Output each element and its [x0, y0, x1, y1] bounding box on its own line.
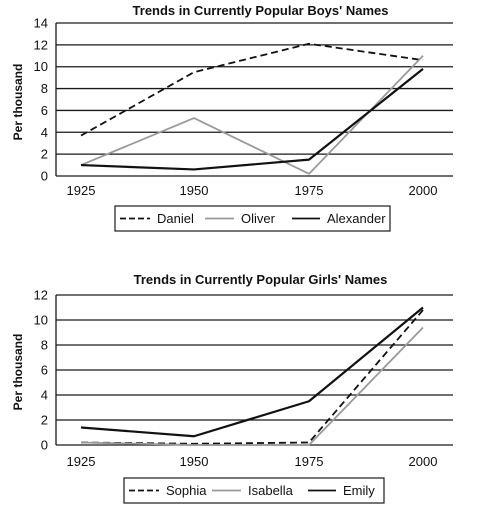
x-tick-label: 1950 [180, 183, 209, 198]
y-tick-label: 0 [41, 438, 48, 453]
y-tick-label: 4 [41, 125, 48, 140]
y-tick-label: 0 [41, 169, 48, 184]
legend-label-emily: Emily [343, 483, 375, 498]
y-tick-label: 10 [34, 59, 48, 74]
y-tick-label: 8 [41, 338, 48, 353]
y-tick-label: 10 [34, 313, 48, 328]
legend-label-oliver: Oliver [241, 211, 276, 226]
y-tick-label: 12 [34, 288, 48, 303]
chart-title: Trends in Currently Popular Girls' Names [134, 272, 388, 287]
x-tick-label: 1925 [67, 454, 96, 469]
series-line-emily [81, 308, 423, 437]
x-tick-label: 1975 [295, 183, 324, 198]
series-line-oliver [81, 56, 423, 174]
legend-label-daniel: Daniel [157, 211, 194, 226]
x-tick-label: 1950 [180, 454, 209, 469]
y-tick-label: 4 [41, 388, 48, 403]
series-line-daniel [81, 44, 423, 136]
chart-title: Trends in Currently Popular Boys' Names [133, 3, 389, 18]
y-tick-label: 2 [41, 147, 48, 162]
y-tick-label: 6 [41, 363, 48, 378]
y-tick-label: 6 [41, 103, 48, 118]
x-tick-label: 1975 [295, 454, 324, 469]
series-line-sophia [81, 310, 423, 444]
legend-label-isabella: Isabella [248, 483, 294, 498]
x-tick-label: 2000 [409, 454, 438, 469]
y-tick-label: 8 [41, 81, 48, 96]
y-tick-label: 2 [41, 413, 48, 428]
legend-label-sophia: Sophia [166, 483, 207, 498]
legend: Daniel Oliver Alexander [115, 206, 390, 231]
chart-2: Trends in Currently Popular Girls' Names… [11, 272, 453, 503]
legend-label-alexander: Alexander [327, 211, 386, 226]
y-tick-label: 12 [34, 37, 48, 52]
legend: Sophia Isabella Emily [124, 478, 384, 503]
gridlines [56, 295, 453, 445]
y-axis-label: Per thousand [11, 64, 25, 141]
y-axis-label: Per thousand [11, 334, 25, 411]
chart-1: Trends in Currently Popular Boys' Names 0… [11, 3, 453, 231]
x-tick-label: 2000 [409, 183, 438, 198]
y-tick-label: 14 [34, 16, 48, 31]
gridlines [56, 23, 453, 176]
x-tick-label: 1925 [67, 183, 96, 198]
